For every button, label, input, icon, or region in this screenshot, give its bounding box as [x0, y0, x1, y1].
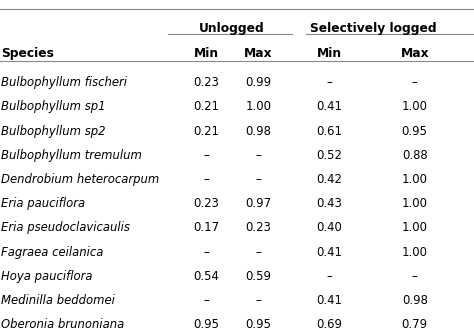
- Text: Bulbophyllum fischeri: Bulbophyllum fischeri: [1, 76, 127, 89]
- Text: 0.98: 0.98: [246, 125, 271, 138]
- Text: –: –: [255, 245, 261, 259]
- Text: –: –: [255, 149, 261, 162]
- Text: Species: Species: [1, 47, 54, 60]
- Text: 0.88: 0.88: [402, 149, 428, 162]
- Text: –: –: [203, 294, 209, 307]
- Text: 1.00: 1.00: [246, 100, 271, 113]
- Text: 0.42: 0.42: [317, 173, 342, 186]
- Text: 1.00: 1.00: [402, 245, 428, 259]
- Text: 0.99: 0.99: [245, 76, 272, 89]
- Text: –: –: [412, 270, 418, 283]
- Text: Min: Min: [317, 47, 342, 60]
- Text: Eria pseudoclavicaulis: Eria pseudoclavicaulis: [1, 221, 130, 234]
- Text: Bulbophyllum sp2: Bulbophyllum sp2: [1, 125, 105, 138]
- Text: 0.59: 0.59: [246, 270, 271, 283]
- Text: 0.79: 0.79: [401, 318, 428, 331]
- Text: 0.21: 0.21: [193, 100, 219, 113]
- Text: Selectively logged: Selectively logged: [310, 22, 437, 35]
- Text: –: –: [327, 270, 332, 283]
- Text: 0.21: 0.21: [193, 125, 219, 138]
- Text: 1.00: 1.00: [402, 197, 428, 210]
- Text: Fagraea ceilanica: Fagraea ceilanica: [1, 245, 103, 259]
- Text: 1.00: 1.00: [402, 100, 428, 113]
- Text: 0.52: 0.52: [317, 149, 342, 162]
- Text: Bulbophyllum sp1: Bulbophyllum sp1: [1, 100, 105, 113]
- Text: 1.00: 1.00: [402, 173, 428, 186]
- Text: 0.54: 0.54: [193, 270, 219, 283]
- Text: 0.97: 0.97: [245, 197, 272, 210]
- Text: 0.41: 0.41: [317, 100, 342, 113]
- Text: Eria pauciflora: Eria pauciflora: [1, 197, 85, 210]
- Text: Oberonia brunoniana: Oberonia brunoniana: [1, 318, 124, 331]
- Text: 0.41: 0.41: [317, 245, 342, 259]
- Text: 0.41: 0.41: [317, 294, 342, 307]
- Text: 0.23: 0.23: [246, 221, 271, 234]
- Text: Dendrobium heterocarpum: Dendrobium heterocarpum: [1, 173, 159, 186]
- Text: Hoya pauciflora: Hoya pauciflora: [1, 270, 92, 283]
- Text: 0.40: 0.40: [317, 221, 342, 234]
- Text: Min: Min: [193, 47, 219, 60]
- Text: 0.95: 0.95: [193, 318, 219, 331]
- Text: Bulbophyllum tremulum: Bulbophyllum tremulum: [1, 149, 142, 162]
- Text: 0.95: 0.95: [246, 318, 271, 331]
- Text: Medinilla beddomei: Medinilla beddomei: [1, 294, 115, 307]
- Text: 0.61: 0.61: [317, 125, 342, 138]
- Text: 1.00: 1.00: [402, 221, 428, 234]
- Text: Max: Max: [244, 47, 273, 60]
- Text: 0.17: 0.17: [193, 221, 219, 234]
- Text: 0.95: 0.95: [402, 125, 428, 138]
- Text: –: –: [203, 173, 209, 186]
- Text: –: –: [412, 76, 418, 89]
- Text: –: –: [255, 173, 261, 186]
- Text: 0.98: 0.98: [402, 294, 428, 307]
- Text: 0.23: 0.23: [193, 76, 219, 89]
- Text: –: –: [203, 149, 209, 162]
- Text: 0.69: 0.69: [317, 318, 342, 331]
- Text: Max: Max: [401, 47, 429, 60]
- Text: –: –: [327, 76, 332, 89]
- Text: –: –: [203, 245, 209, 259]
- Text: –: –: [255, 294, 261, 307]
- Text: Unlogged: Unlogged: [199, 22, 264, 35]
- Text: 0.43: 0.43: [317, 197, 342, 210]
- Text: 0.23: 0.23: [193, 197, 219, 210]
